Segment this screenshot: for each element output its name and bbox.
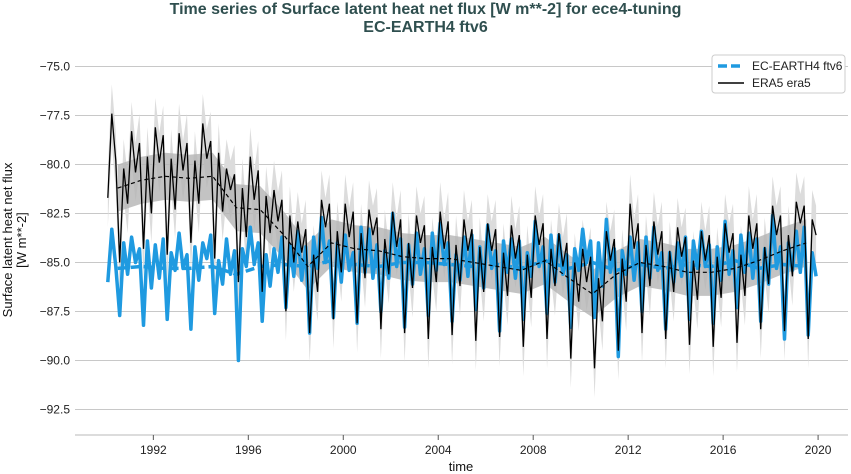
y-tick-label: −77.5 — [40, 109, 71, 123]
legend-label-era5: ERA5 era5 — [752, 76, 811, 90]
x-tick-label: 1992 — [140, 443, 167, 457]
x-tick-label: 2000 — [330, 443, 357, 457]
legend-box — [711, 54, 846, 94]
legend: EC-EARTH4 ftv6 ERA5 era5 — [711, 54, 846, 94]
chart-subtitle: EC-EARTH4 ftv6 — [363, 19, 488, 36]
chart-title: Time series of Surface latent heat net f… — [169, 1, 682, 18]
era5-monthly-line — [107, 113, 817, 369]
era5-annual-mean-line — [117, 175, 807, 295]
x-tick-label: 2008 — [520, 443, 547, 457]
y-tick-label: −87.5 — [40, 305, 71, 319]
y-tick-label: −80.0 — [40, 158, 71, 172]
legend-label-ecearth: EC-EARTH4 ftv6 — [752, 59, 843, 73]
x-tick-label: 2012 — [615, 443, 642, 457]
x-tick-label: 2004 — [425, 443, 452, 457]
y-axis-label-line2: [W m**-2] — [14, 212, 29, 268]
y-tick-label: −85.0 — [40, 256, 71, 270]
x-tick-label: 2020 — [805, 443, 832, 457]
y-tick-label: −90.0 — [40, 354, 71, 368]
x-tick-label: 2016 — [710, 443, 737, 457]
y-tick-label: −92.5 — [40, 403, 71, 417]
y-axis-label-line1: Surface latent heat net flux — [0, 162, 15, 317]
x-tick-label: 1996 — [235, 443, 262, 457]
x-axis-label: time — [449, 459, 474, 474]
y-tick-label: −82.5 — [40, 207, 71, 221]
y-tick-label: −75.0 — [40, 60, 71, 74]
